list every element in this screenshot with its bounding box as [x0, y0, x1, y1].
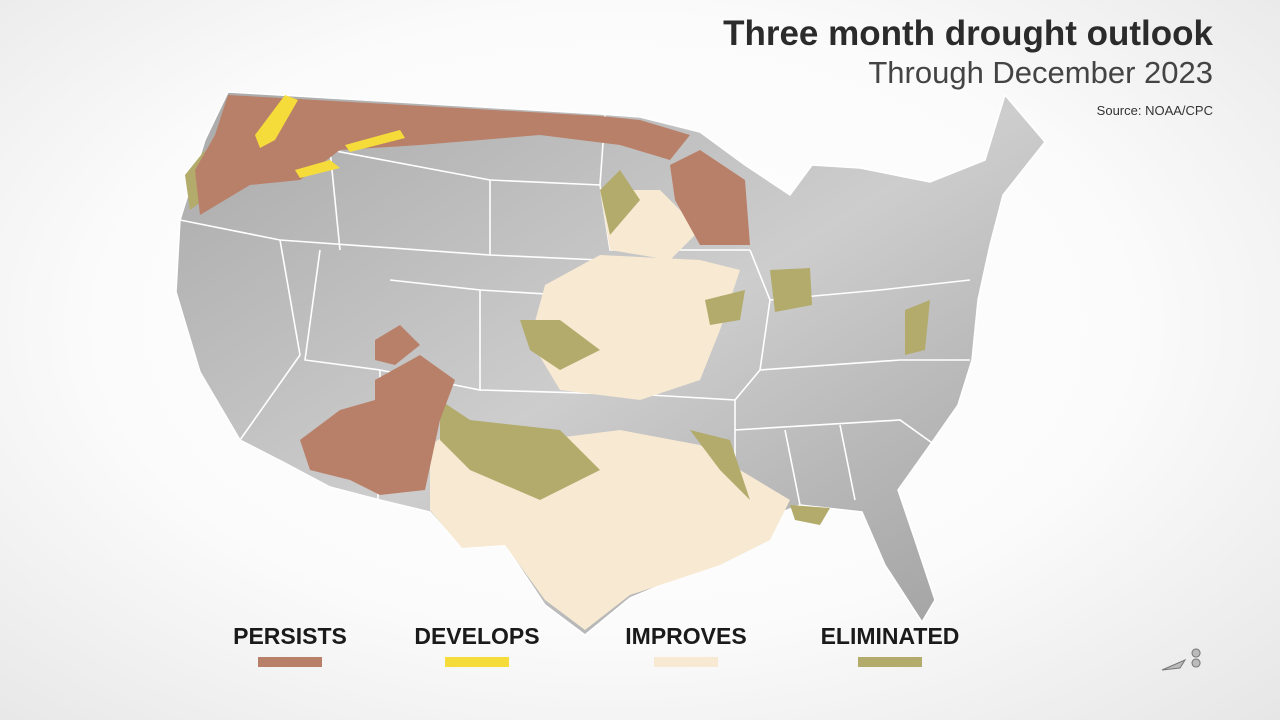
- legend-label: PERSISTS: [233, 623, 347, 649]
- outlook-area: [705, 290, 745, 325]
- outlook-area: [770, 268, 812, 312]
- legend-swatch: [858, 657, 922, 667]
- legend-label: DEVELOPS: [414, 623, 539, 649]
- source: Source: NOAA/CPC: [1097, 103, 1213, 118]
- outlook-area: [295, 160, 340, 178]
- legend-swatch: [654, 657, 718, 667]
- legend: PERSISTS DEVELOPS IMPROVES ELIMINATED: [233, 623, 959, 667]
- outlook-area: [255, 95, 298, 148]
- outlook-area: [345, 130, 405, 152]
- outlook-area: [520, 320, 600, 370]
- outlook-area: [300, 355, 455, 495]
- legend-label: IMPROVES: [625, 623, 746, 649]
- outlook-area: [375, 325, 420, 365]
- title: Three month drought outlook: [723, 14, 1213, 53]
- alaska-hawaii-icon: [1161, 648, 1201, 671]
- outlook-area: [195, 95, 690, 215]
- outlook-areas: [185, 95, 930, 630]
- legend-swatch: [445, 657, 509, 667]
- legend-swatch: [258, 657, 322, 667]
- outlook-area: [530, 255, 740, 400]
- outlook-area: [905, 300, 930, 355]
- outlook-area: [670, 150, 750, 245]
- legend-label: ELIMINATED: [821, 623, 960, 649]
- outlook-area: [440, 400, 600, 500]
- subtitle: Through December 2023: [868, 55, 1213, 90]
- outlook-area: [600, 170, 640, 235]
- outlook-area: [690, 430, 750, 500]
- outlook-area: [790, 505, 830, 525]
